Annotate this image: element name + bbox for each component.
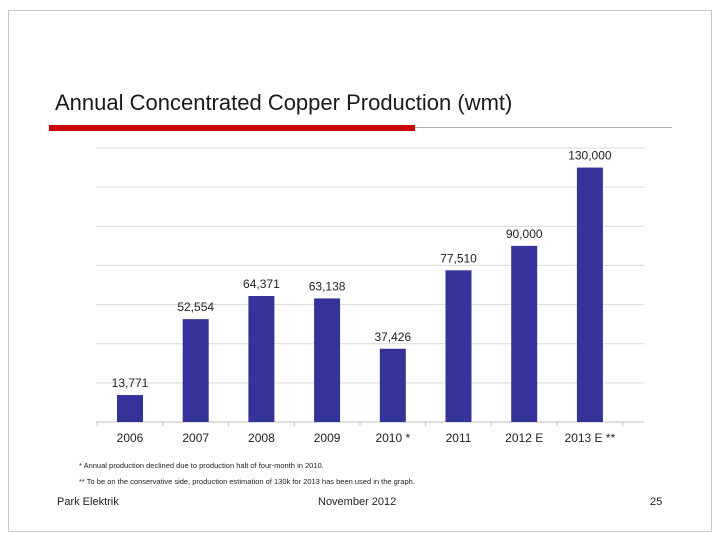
value-label: 77,510	[440, 251, 477, 265]
category-label: 2012 E	[505, 431, 543, 445]
value-label: 64,371	[243, 277, 280, 291]
title-accent-rule	[49, 125, 415, 131]
value-label: 13,771	[112, 376, 149, 390]
chart-value-labels: 13,771 52,554 64,371 63,138 37,426 77,510 90,0…	[112, 149, 612, 390]
bar-2013-E	[576, 167, 603, 422]
category-label: 2009	[314, 431, 341, 445]
footnote-2013: ** To be on the conservative side, produ…	[79, 477, 415, 486]
page-title: Annual Concentrated Copper Production (w…	[55, 90, 513, 115]
category-label: 2011	[446, 431, 472, 445]
category-label: 2008	[248, 431, 275, 445]
bar-2008	[248, 296, 275, 422]
category-label: 2013 E **	[565, 431, 616, 445]
value-label: 37,426	[374, 330, 411, 344]
chart-category-labels: 2006 2007 2008 2009 2010 * 2011 2012 E 2013 E *…	[117, 431, 616, 445]
bar-2009	[314, 298, 341, 422]
category-label: 2010 *	[375, 431, 410, 445]
bar-2011	[445, 270, 472, 422]
value-label: 52,554	[177, 300, 214, 314]
footer-date: November 2012	[318, 496, 397, 508]
bar-2007	[182, 319, 209, 422]
bar-2012-E	[511, 245, 538, 422]
category-label: 2007	[182, 431, 209, 445]
bar-2010	[379, 348, 406, 422]
footer-page-number: 25	[650, 496, 663, 508]
value-label: 130,000	[568, 149, 612, 163]
bar-2006	[117, 395, 143, 422]
footer-company: Park Elektrik	[57, 496, 119, 508]
category-label: 2006	[117, 431, 144, 445]
value-label: 90,000	[506, 227, 543, 241]
chart-plot-area	[96, 136, 644, 454]
footnote-2010: * Annual production declined due to prod…	[79, 461, 324, 470]
title-divider-rule	[415, 127, 672, 128]
value-label: 63,138	[309, 279, 346, 293]
chart-bars	[117, 167, 603, 422]
slide-frame	[8, 10, 712, 532]
